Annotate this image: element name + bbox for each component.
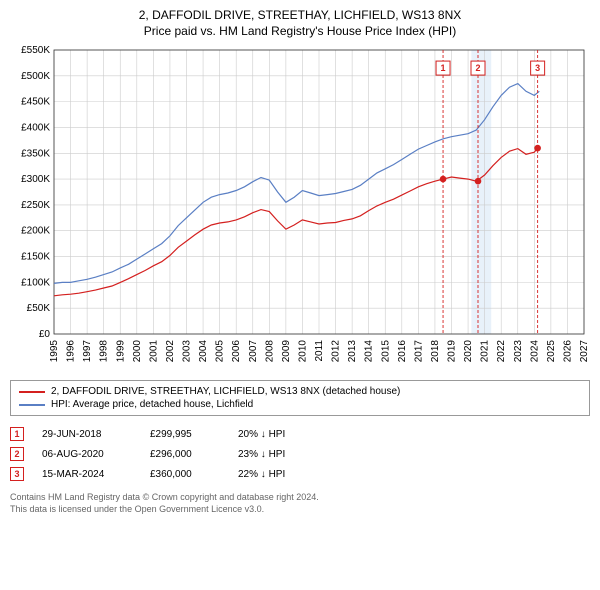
svg-text:2015: 2015 [380,340,391,363]
svg-text:£500K: £500K [21,71,50,82]
sale-diff: 23% ↓ HPI [238,449,328,460]
svg-text:2025: 2025 [546,340,557,363]
svg-text:2008: 2008 [264,340,275,363]
legend: 2, DAFFODIL DRIVE, STREETHAY, LICHFIELD,… [10,380,590,416]
sales-table: 1 29-JUN-2018 £299,995 20% ↓ HPI 2 06-AUG-202… [10,424,590,484]
sale-marker-icon: 2 [10,447,24,461]
legend-label: HPI: Average price, detached house, Lich… [51,399,253,410]
sale-date: 06-AUG-2020 [42,449,132,460]
legend-row: 2, DAFFODIL DRIVE, STREETHAY, LICHFIELD,… [19,385,581,398]
chart-svg: £0 £50K £100K £150K £200K £250K £300K £350K £400… [10,44,590,374]
svg-text:£0: £0 [39,329,51,340]
sale-row: 1 29-JUN-2018 £299,995 20% ↓ HPI [10,424,590,444]
chart-container: 2, DAFFODIL DRIVE, STREETHAY, LICHFIELD,… [0,0,600,523]
svg-text:2006: 2006 [231,340,242,363]
svg-text:2027: 2027 [579,340,590,363]
svg-text:1996: 1996 [66,340,77,363]
svg-text:1997: 1997 [82,340,93,363]
svg-text:2021: 2021 [480,340,491,363]
svg-text:2014: 2014 [364,340,375,363]
sale-row: 2 06-AUG-2020 £296,000 23% ↓ HPI [10,444,590,464]
svg-text:2002: 2002 [165,340,176,363]
legend-label: 2, DAFFODIL DRIVE, STREETHAY, LICHFIELD,… [51,386,400,397]
sale-price: £360,000 [150,469,220,480]
footnote: Contains HM Land Registry data © Crown c… [10,492,590,515]
svg-text:2001: 2001 [148,340,159,363]
svg-text:£350K: £350K [21,148,50,159]
sale-date: 15-MAR-2024 [42,469,132,480]
sale-diff: 20% ↓ HPI [238,429,328,440]
svg-text:2017: 2017 [413,340,424,363]
svg-text:2005: 2005 [215,340,226,363]
svg-text:£400K: £400K [21,122,50,133]
title-subtitle: Price paid vs. HM Land Registry's House … [10,24,590,38]
svg-text:2007: 2007 [248,340,259,363]
svg-text:2018: 2018 [430,340,441,363]
svg-text:£450K: £450K [21,97,50,108]
svg-text:2016: 2016 [397,340,408,363]
svg-text:£200K: £200K [21,226,50,237]
svg-text:1998: 1998 [99,340,110,363]
svg-text:£150K: £150K [21,252,50,263]
sale-price: £296,000 [150,449,220,460]
sale-marker-icon: 3 [10,467,24,481]
svg-text:2024: 2024 [529,340,540,363]
svg-text:2011: 2011 [314,340,325,362]
sale-price: £299,995 [150,429,220,440]
sale-diff: 22% ↓ HPI [238,469,328,480]
svg-text:2003: 2003 [182,340,193,363]
svg-text:£100K: £100K [21,277,50,288]
svg-text:2020: 2020 [463,340,474,363]
svg-text:3: 3 [535,63,540,73]
svg-text:2019: 2019 [447,340,458,363]
sale-date: 29-JUN-2018 [42,429,132,440]
svg-text:2004: 2004 [198,340,209,363]
svg-text:2013: 2013 [347,340,358,363]
svg-text:1: 1 [441,63,446,73]
svg-text:2026: 2026 [562,340,573,363]
legend-swatch [19,391,45,393]
chart-titles: 2, DAFFODIL DRIVE, STREETHAY, LICHFIELD,… [10,8,590,38]
svg-text:£300K: £300K [21,174,50,185]
svg-text:£50K: £50K [27,303,51,314]
svg-text:2010: 2010 [297,340,308,363]
svg-text:1995: 1995 [49,340,60,363]
svg-text:2012: 2012 [331,340,342,363]
svg-text:2009: 2009 [281,340,292,363]
svg-text:£250K: £250K [21,200,50,211]
svg-text:2023: 2023 [513,340,524,363]
sale-row: 3 15-MAR-2024 £360,000 22% ↓ HPI [10,464,590,484]
svg-text:2: 2 [475,63,480,73]
footnote-line2: This data is licensed under the Open Gov… [10,504,590,516]
svg-text:2000: 2000 [132,340,143,363]
svg-text:2022: 2022 [496,340,507,363]
chart-plot: £0 £50K £100K £150K £200K £250K £300K £350K £400… [10,44,590,374]
svg-text:1999: 1999 [115,340,126,363]
svg-text:£550K: £550K [21,45,50,56]
legend-swatch [19,404,45,406]
legend-row: HPI: Average price, detached house, Lich… [19,398,581,411]
sale-marker-icon: 1 [10,427,24,441]
title-address: 2, DAFFODIL DRIVE, STREETHAY, LICHFIELD,… [10,8,590,22]
footnote-line1: Contains HM Land Registry data © Crown c… [10,492,590,504]
